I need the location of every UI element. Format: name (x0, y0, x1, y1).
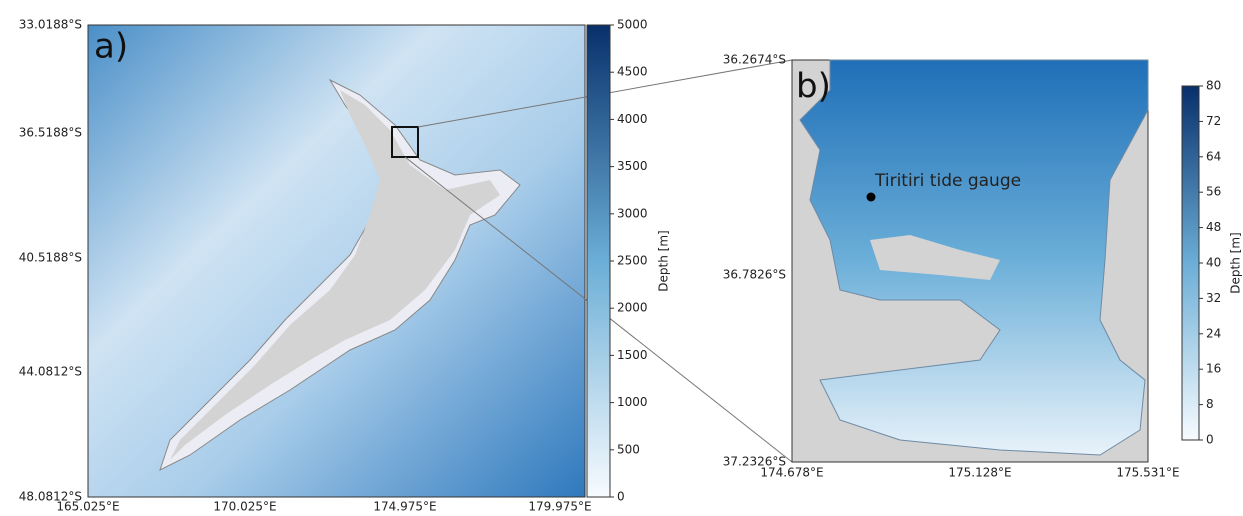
colorbar-tick-label: 56 (1206, 185, 1221, 199)
colorbar-tick-label: 1500 (617, 348, 648, 362)
colorbar-tick-label: 3000 (617, 206, 648, 220)
lat-tick-label: 44.0812°S (19, 365, 82, 379)
lon-tick-label: 174.975°E (373, 500, 436, 514)
lat-tick-label: 36.7826°S (723, 268, 786, 282)
colorbar-tick-label: 72 (1206, 114, 1221, 128)
colorbar-label: Depth [m] (657, 230, 671, 291)
figure: a) 33.0188°S 36.5188°S 40.5188°S 44.0812… (0, 0, 1243, 516)
colorbar-tick-label: 64 (1206, 149, 1221, 163)
colorbar (587, 25, 610, 497)
colorbar-tick-label: 3500 (617, 159, 648, 173)
colorbar-tick-label: 8 (1206, 397, 1214, 411)
map-a (88, 25, 585, 497)
colorbar-tick-label: 0 (1206, 433, 1214, 447)
colorbar-tick-label: 4500 (617, 65, 648, 79)
colorbar (1182, 86, 1199, 440)
colorbar-tick-label: 24 (1206, 326, 1221, 340)
lon-tick-label: 174.678°E (760, 466, 823, 480)
colorbar-tick-label: 40 (1206, 256, 1221, 270)
colorbar-tick-label: 1000 (617, 395, 648, 409)
gauge-marker (867, 193, 876, 202)
colorbar-tick-label: 80 (1206, 79, 1221, 93)
lat-tick-label: 36.2674°S (723, 53, 786, 67)
lon-tick-label: 165.025°E (56, 500, 119, 514)
lon-tick-label: 170.025°E (213, 500, 276, 514)
colorbar-tick-label: 32 (1206, 291, 1221, 305)
colorbar-tick-label: 500 (617, 442, 640, 456)
lon-tick-label: 175.128°E (948, 466, 1011, 480)
colorbar-tick-label: 16 (1206, 362, 1221, 376)
colorbar-tick-label: 48 (1206, 220, 1221, 234)
annotation: Tiritiri tide gauge (874, 171, 1021, 191)
panel-label: b) (796, 67, 831, 107)
colorbar-tick-label: 2000 (617, 301, 648, 315)
colorbar-tick-label: 5000 (617, 18, 648, 32)
lat-tick-label: 40.5188°S (19, 251, 82, 265)
colorbar-tick-label: 4000 (617, 112, 648, 126)
colorbar-tick-label: 2500 (617, 254, 648, 268)
lon-tick-label: 175.531°E (1116, 466, 1179, 480)
lat-tick-label: 36.5188°S (19, 126, 82, 140)
colorbar-tick-label: 0 (617, 490, 625, 504)
panel-label: a) (94, 27, 128, 67)
lon-tick-label: 179.975°E (528, 500, 591, 514)
lat-tick-label: 33.0188°S (19, 18, 82, 32)
colorbar-label: Depth [m] (1229, 232, 1243, 293)
